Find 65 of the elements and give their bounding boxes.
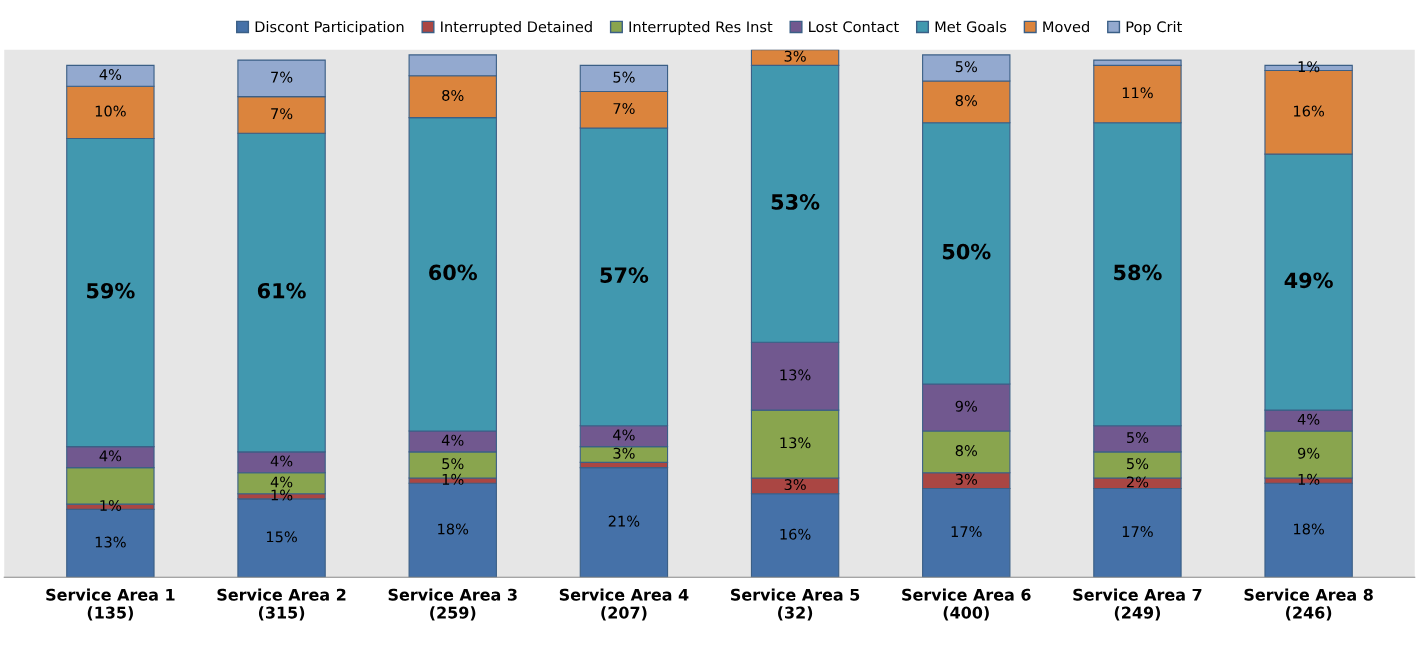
data-label: 17% [1122,526,1153,538]
bar [579,467,669,578]
x-tick-label: Service Area 6 (400) [902,588,1031,621]
data-label: 1% [1298,61,1320,73]
data-label: 10% [95,105,126,117]
data-label: 1% [442,473,464,485]
data-label: 50% [942,243,991,260]
data-label: 61% [257,282,306,299]
data-label: 13% [780,437,811,449]
data-label: 7% [271,108,293,120]
legend-label: Interrupted Res Inst [629,20,773,36]
data-label: 4% [99,450,122,462]
data-label: 5% [1127,458,1149,470]
data-label: 3% [955,473,978,485]
data-label: 5% [955,61,978,73]
data-label: 2% [1126,476,1149,488]
x-tick-label: Service Area 1 (135) [46,588,175,621]
data-label: 7% [271,71,293,83]
x-tick-label: Service Area 4 (207) [559,588,689,621]
data-label: 9% [1297,447,1320,459]
data-label: 1% [1298,473,1320,485]
legend-label: Pop Crit [1126,20,1182,36]
legend-label: Discont Participation [255,20,404,36]
data-label: 5% [1127,432,1149,444]
x-tick-label: Service Area 8 (246) [1244,588,1373,621]
data-label: 17% [951,526,982,538]
data-label: 8% [442,89,464,101]
data-label: 60% [429,264,478,281]
data-label: 3% [613,447,635,459]
data-label: 58% [1114,264,1162,281]
data-label: 15% [266,531,297,543]
legend-label: Moved [1043,20,1089,33]
data-label: 53% [771,194,820,210]
x-tick-label: Service Area 2 (315) [217,588,346,621]
data-label: 4% [613,429,635,441]
data-label: 16% [1294,105,1325,117]
data-label: 4% [441,434,464,446]
data-label: 18% [1294,523,1325,535]
data-label: 3% [784,479,806,491]
data-label: 16% [780,528,811,540]
data-label: 18% [438,523,469,535]
data-label: 4% [99,68,122,81]
data-label: 5% [613,71,635,83]
data-label: 4% [270,455,293,467]
x-tick-label: Service Area 3 (259) [388,588,517,621]
x-tick-label: Service Area 7 (249) [1073,588,1202,621]
data-label: 11% [1122,87,1153,99]
x-tick-label: Service Area 5 (32) [730,588,860,621]
data-label: 3% [784,50,806,62]
data-label: 7% [613,102,635,114]
data-label: 4% [270,476,293,488]
data-label: 5% [442,458,464,470]
data-label: 13% [95,536,126,548]
legend-label: Lost Contact [809,21,899,33]
data-label: 4% [1297,413,1320,425]
data-label: 8% [955,95,978,107]
data-label: 57% [600,267,649,283]
data-label: 49% [1284,272,1333,289]
legend-label: Met Goals [935,20,1007,33]
legend-label: Interrupted Detained [441,20,592,36]
data-label: 21% [608,515,640,527]
data-label: 8% [955,445,978,457]
data-label: 59% [87,282,135,299]
data-label: 13% [780,369,811,381]
data-label: 9% [955,400,978,412]
